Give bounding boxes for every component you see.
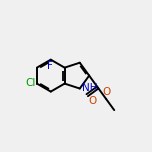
Text: O: O <box>103 87 111 97</box>
Text: Cl: Cl <box>25 78 35 88</box>
Text: NH: NH <box>82 83 97 93</box>
Text: O: O <box>89 96 97 106</box>
Text: F: F <box>47 61 53 71</box>
